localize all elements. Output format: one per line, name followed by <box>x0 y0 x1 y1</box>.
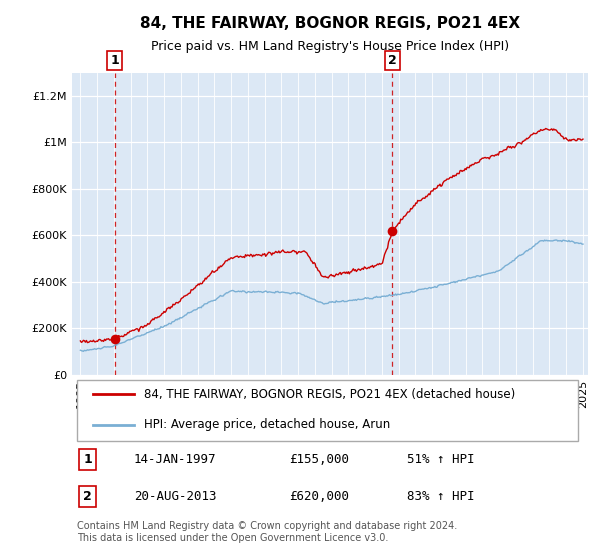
FancyBboxPatch shape <box>77 380 578 441</box>
Text: 83% ↑ HPI: 83% ↑ HPI <box>407 490 475 503</box>
Text: 1: 1 <box>83 453 92 466</box>
Text: 1: 1 <box>110 54 119 67</box>
Text: 84, THE FAIRWAY, BOGNOR REGIS, PO21 4EX (detached house): 84, THE FAIRWAY, BOGNOR REGIS, PO21 4EX … <box>144 388 515 400</box>
Text: 20-AUG-2013: 20-AUG-2013 <box>134 490 217 503</box>
Text: £620,000: £620,000 <box>289 490 349 503</box>
Text: 14-JAN-1997: 14-JAN-1997 <box>134 453 217 466</box>
Text: 2: 2 <box>83 490 92 503</box>
Text: HPI: Average price, detached house, Arun: HPI: Average price, detached house, Arun <box>144 418 391 431</box>
Text: 2: 2 <box>388 54 397 67</box>
Text: Contains HM Land Registry data © Crown copyright and database right 2024.
This d: Contains HM Land Registry data © Crown c… <box>77 521 457 543</box>
Text: 51% ↑ HPI: 51% ↑ HPI <box>407 453 475 466</box>
Text: Price paid vs. HM Land Registry's House Price Index (HPI): Price paid vs. HM Land Registry's House … <box>151 40 509 53</box>
Text: 84, THE FAIRWAY, BOGNOR REGIS, PO21 4EX: 84, THE FAIRWAY, BOGNOR REGIS, PO21 4EX <box>140 16 520 31</box>
Text: £155,000: £155,000 <box>289 453 349 466</box>
